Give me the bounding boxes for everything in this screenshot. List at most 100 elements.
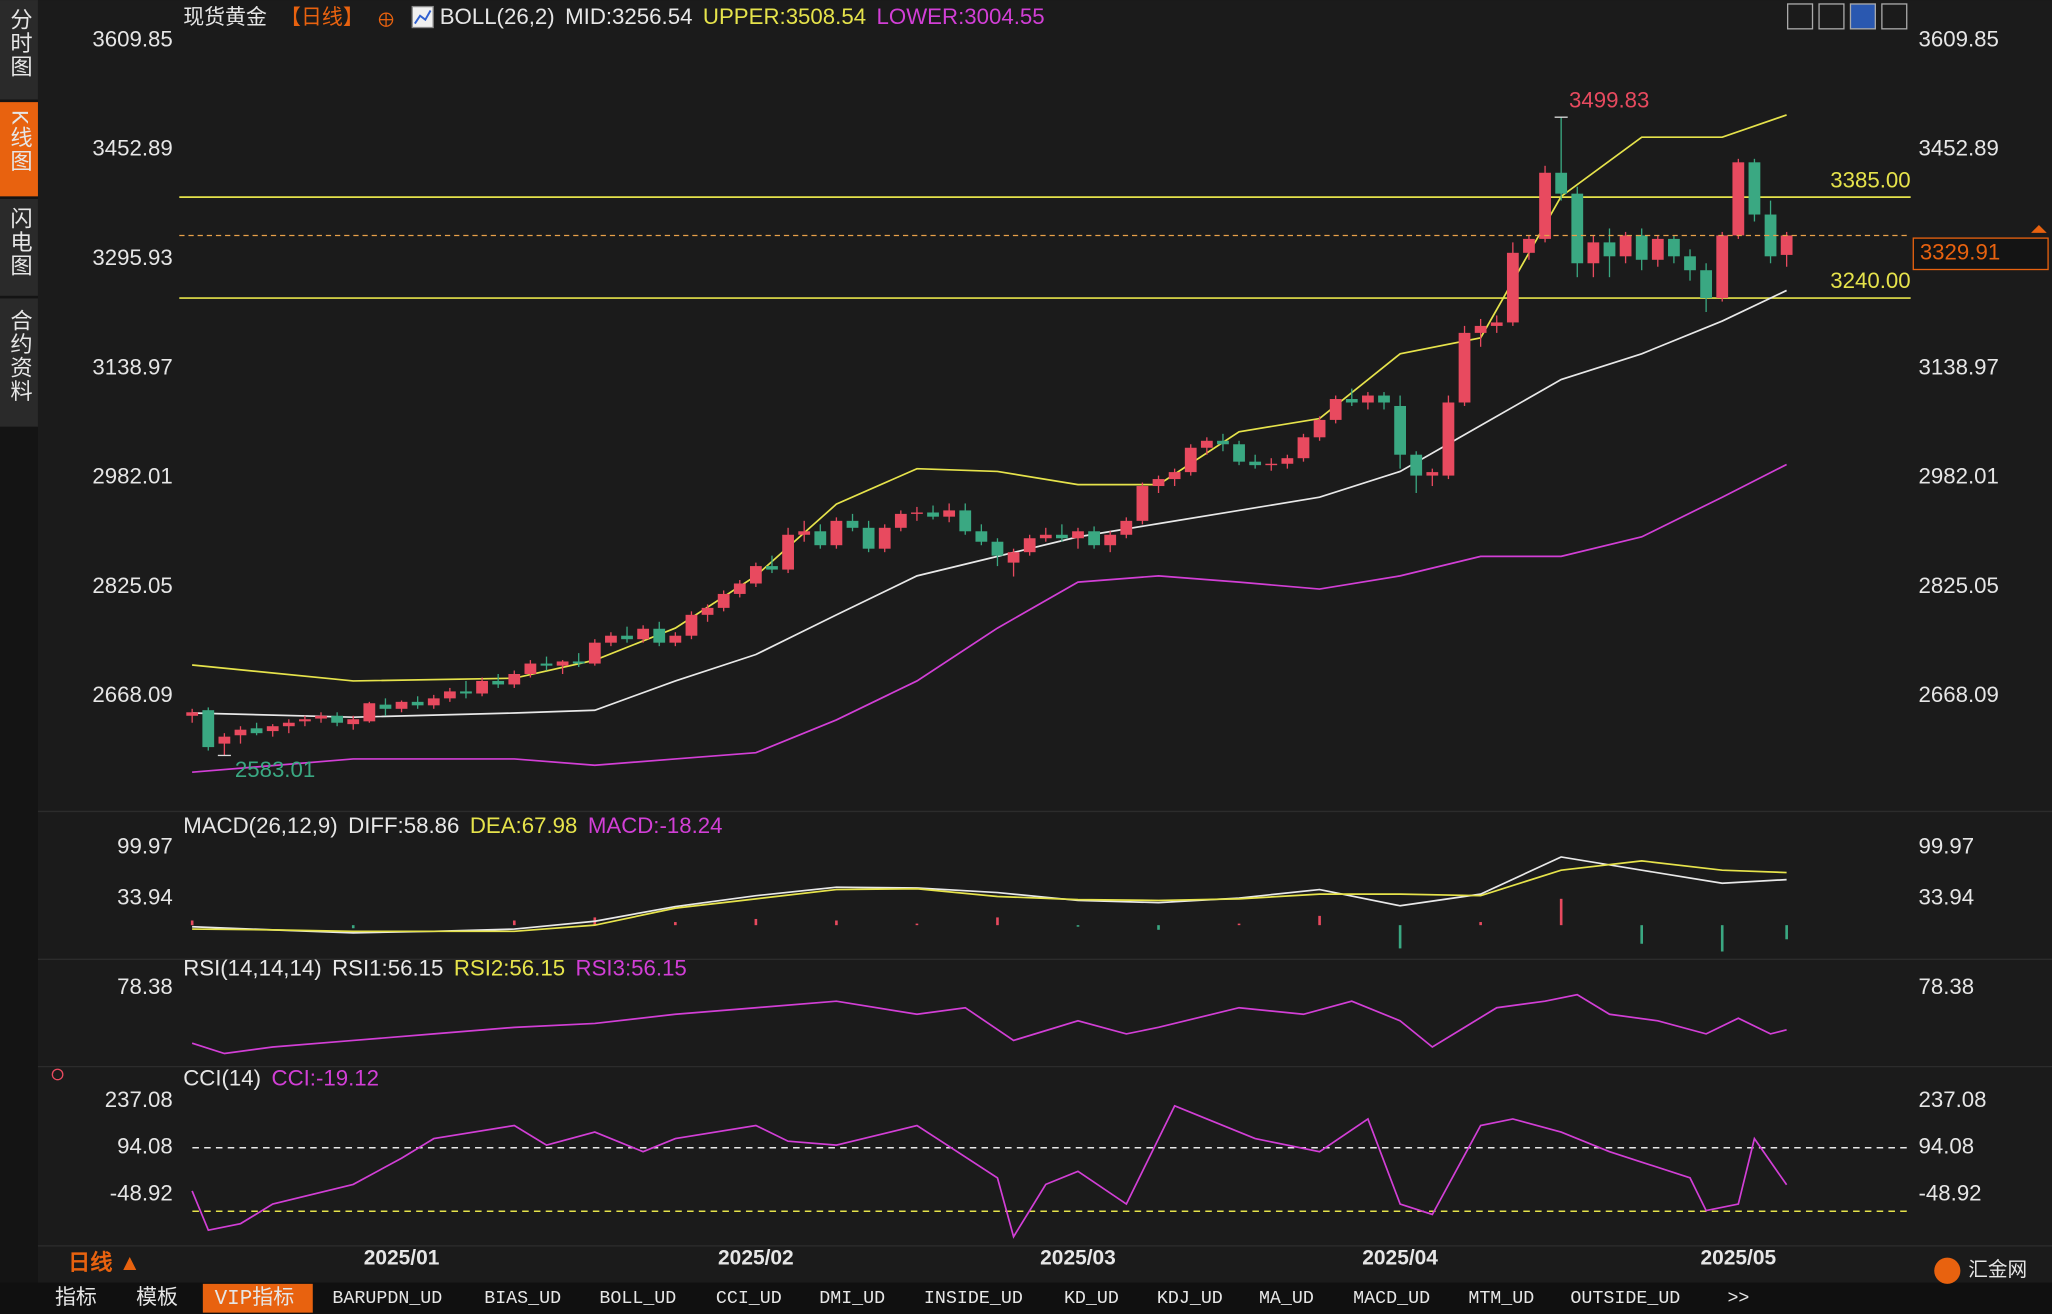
- indicator-tab[interactable]: KD_UD: [1064, 1288, 1119, 1309]
- candle-body: [1506, 252, 1519, 323]
- sidebar-tab[interactable]: [0, 198, 38, 296]
- period[interactable]: 【日线】: [280, 6, 364, 29]
- candle-body: [508, 674, 521, 685]
- candle-body: [1684, 256, 1696, 271]
- candle-body: [1587, 242, 1600, 264]
- indicator-tab[interactable]: BOLL_UD: [599, 1288, 676, 1309]
- sidebar-tab[interactable]: [0, 0, 38, 100]
- indicator-tab[interactable]: 指标: [55, 1286, 97, 1311]
- toolbar-button[interactable]: [1881, 3, 1908, 30]
- legend-entry: RSI1:56.15: [332, 956, 443, 981]
- y-tick-label-right: 33.94: [1919, 885, 1975, 910]
- indicator-icon: [414, 10, 432, 25]
- high-label: 3499.83: [1569, 87, 1649, 112]
- toolbar-button[interactable]: [1849, 3, 1876, 30]
- candle-body: [1603, 242, 1616, 257]
- candle-body: [894, 513, 907, 528]
- y-tick-label-right: 78.38: [1919, 974, 1975, 999]
- y-tick-label-right: 94.08: [1919, 1134, 1975, 1159]
- y-tick-label-left: 3452.89: [92, 136, 172, 161]
- candle-body: [1490, 322, 1503, 326]
- candle-body: [1635, 235, 1648, 260]
- y-tick-label-left: 33.94: [117, 885, 173, 910]
- sidebar-label[interactable]: K线图: [7, 110, 32, 173]
- candle-body: [830, 520, 843, 546]
- legend-entry: LOWER:3004.55: [877, 4, 1045, 29]
- candle-body: [1458, 332, 1471, 403]
- y-tick-label-right: 3452.89: [1919, 136, 1999, 161]
- candle-body: [1539, 172, 1551, 239]
- candle-body: [1700, 270, 1713, 299]
- candle-body: [476, 680, 488, 694]
- toolbar-button[interactable]: [1786, 3, 1814, 30]
- candle-body: [1329, 399, 1342, 420]
- candle-body: [1039, 534, 1052, 539]
- candle-body: [266, 726, 279, 732]
- indicator-tab[interactable]: OUTSIDE_UD: [1570, 1288, 1680, 1309]
- y-tick-label-left: 99.97: [117, 834, 173, 859]
- candle-body: [1555, 172, 1568, 194]
- candle-body: [1732, 162, 1745, 236]
- y-tick-label-right: 3609.85: [1919, 26, 1999, 51]
- sidebar-label[interactable]: 合约资料: [7, 308, 32, 403]
- candle-body: [991, 541, 1004, 556]
- indicator-tab[interactable]: >>: [1727, 1288, 1749, 1309]
- last-price-box: [1912, 237, 2049, 271]
- candle-body: [315, 715, 327, 719]
- sidebar-label[interactable]: 分时图: [7, 7, 32, 78]
- logo: 汇金网: [1968, 1259, 2027, 1281]
- indicator-line: [192, 860, 1787, 933]
- legend-entry: MID:3256.54: [565, 4, 692, 29]
- indicator-tab[interactable]: VIP指标: [215, 1286, 295, 1311]
- candle-body: [605, 635, 617, 643]
- toolbar-button[interactable]: [1818, 3, 1845, 30]
- y-tick-label-right: 99.97: [1919, 834, 1975, 859]
- candle-body: [862, 527, 875, 549]
- last-price-arrow: [2031, 225, 2047, 233]
- indicator-tab[interactable]: BARUPDN_UD: [332, 1288, 442, 1309]
- candle-body: [1055, 534, 1068, 539]
- indicator-tab[interactable]: DMI_UD: [819, 1288, 885, 1309]
- tab-active[interactable]: [202, 1283, 313, 1313]
- sidebar-tab[interactable]: [0, 298, 38, 427]
- candle-body: [347, 719, 360, 725]
- candle-body: [1136, 486, 1149, 521]
- indicator-tab[interactable]: CCI_UD: [716, 1288, 782, 1309]
- y-tick-label-left: 3295.93: [92, 245, 172, 270]
- indicator-tab[interactable]: MTM_UD: [1468, 1288, 1534, 1309]
- indicator-tab[interactable]: INSIDE_UD: [924, 1288, 1023, 1309]
- legend-entry: CCI(14): [183, 1066, 261, 1091]
- y-tick-label-right: 2825.05: [1919, 573, 1999, 598]
- marker-icon[interactable]: [51, 1068, 64, 1081]
- candle-body: [1764, 214, 1777, 257]
- price-level-label: 3385.00: [1830, 167, 1910, 192]
- y-tick-label-right: 3138.97: [1919, 354, 1999, 379]
- indicator-tab[interactable]: MA_UD: [1259, 1288, 1314, 1309]
- candle-body: [1748, 162, 1761, 215]
- low-label: 2583.01: [235, 757, 315, 782]
- candle-body: [878, 527, 891, 549]
- candle-body: [637, 628, 650, 640]
- candle-body: [1281, 458, 1294, 464]
- candle-body: [1378, 395, 1390, 403]
- indicator-line: [192, 463, 1787, 774]
- period-switch[interactable]: 日线 ▲: [68, 1249, 141, 1275]
- candle-body: [282, 722, 295, 727]
- sidebar-tab-active[interactable]: [0, 102, 38, 197]
- candle-body: [1233, 444, 1245, 462]
- candle-body: [492, 680, 505, 685]
- indicator-tab[interactable]: BIAS_UD: [484, 1288, 561, 1309]
- indicator-tab[interactable]: KDJ_UD: [1157, 1288, 1223, 1309]
- candle-body: [621, 635, 633, 640]
- indicator-tab[interactable]: MACD_UD: [1353, 1288, 1430, 1309]
- toolbar: [1786, 3, 1908, 30]
- candle-body: [1007, 552, 1020, 563]
- indicator-tab[interactable]: 模板: [136, 1286, 178, 1311]
- candle-body: [1668, 238, 1680, 257]
- candle-body: [1619, 235, 1632, 257]
- legend-entry: MACD:-18.24: [588, 813, 723, 838]
- candle-body: [1184, 447, 1197, 473]
- x-tick-label: 2025/02: [718, 1247, 794, 1270]
- sidebar-label[interactable]: 闪电图: [7, 206, 32, 277]
- candle-body: [250, 728, 263, 734]
